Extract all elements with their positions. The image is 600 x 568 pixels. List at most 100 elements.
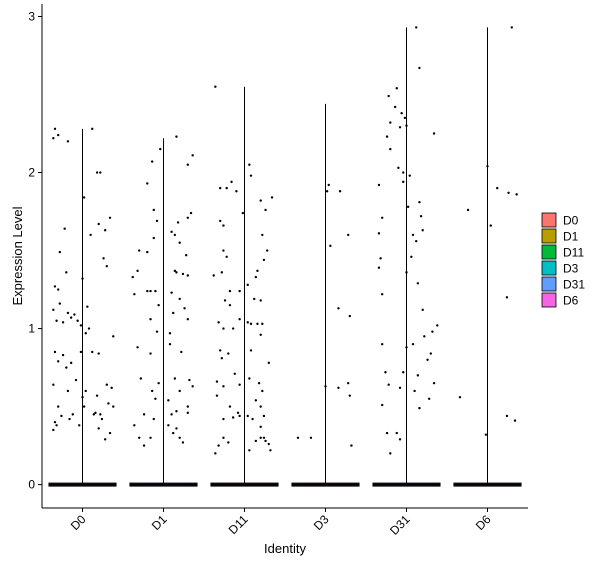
point-D3 [348,314,351,318]
point-D0 [105,264,109,268]
point-D6 [505,414,509,418]
point-D11 [220,357,224,360]
point-D11 [222,249,225,252]
point-D11 [259,405,262,408]
legend-label: D31 [563,278,585,292]
point-D31 [432,381,436,385]
point-D3 [346,233,350,237]
point-D1 [183,307,186,310]
point-D11 [227,352,230,355]
point-D6 [496,186,499,190]
point-D31 [398,386,402,390]
point-D11 [217,444,220,447]
legend-swatch [541,244,557,260]
point-D1 [157,381,160,385]
legend-label: D1 [563,230,579,244]
point-D0 [53,285,57,288]
point-D31 [416,282,420,285]
point-D1 [142,413,146,416]
point-D0 [92,413,96,416]
point-D0 [108,431,112,435]
point-D11 [217,321,220,324]
point-D31 [389,121,392,124]
point-D31 [416,374,420,377]
point-D0 [57,360,60,363]
point-D6 [466,208,470,212]
point-D1 [172,311,175,315]
point-D11 [238,383,241,386]
point-D3 [324,385,327,388]
point-D0 [108,216,112,219]
point-D0 [52,428,55,432]
violin-D1 [129,135,198,487]
legend-swatch [541,292,557,308]
point-D0 [68,417,71,421]
point-D1 [181,441,185,444]
point-D0 [53,420,57,424]
legend-swatch [541,260,557,276]
y-axis-title: Expression Level [10,206,25,305]
point-D0 [66,389,70,393]
point-D11 [259,299,262,302]
point-D31 [397,166,400,170]
point-D1 [175,427,178,430]
point-D1 [150,160,154,163]
point-D1 [146,182,149,185]
point-D1 [186,216,189,219]
point-D11 [246,414,249,418]
point-D1 [149,352,152,355]
violin-D6 [453,26,522,487]
point-D1 [180,350,183,354]
point-D0 [53,350,57,354]
point-D31 [427,397,431,400]
point-D11 [253,297,256,301]
point-D1 [149,317,152,321]
point-D31 [398,126,402,129]
point-D31 [395,431,398,435]
point-D11 [228,405,232,408]
point-D31 [408,174,411,177]
violin-D0 [48,127,117,487]
point-D1 [136,269,139,273]
point-D0 [55,319,58,322]
point-D1 [168,342,172,346]
legend-label: D0 [563,214,579,228]
point-D1 [173,233,177,237]
point-D31 [403,116,407,120]
point-D0 [95,171,99,174]
point-D0 [99,413,102,416]
point-D11 [220,271,224,274]
point-D31 [418,406,421,410]
point-D31 [411,233,415,237]
point-D31 [385,135,389,138]
point-D0 [60,414,63,418]
point-D0 [52,383,55,386]
point-D6 [489,224,492,227]
point-D31 [389,452,392,455]
point-D3 [337,307,340,310]
point-D0 [112,405,115,408]
point-D3 [327,183,330,187]
point-D0 [57,133,60,137]
x-tick-label: D3 [311,512,332,533]
point-D0 [57,288,60,291]
point-D0 [57,405,60,408]
point-D31 [400,112,403,115]
point-D1 [175,410,178,413]
point-D0 [61,321,65,324]
point-D11 [265,249,269,252]
point-D11 [246,283,249,287]
point-D1 [170,230,173,234]
point-D1 [186,411,189,415]
point-D0 [69,316,73,319]
point-D1 [146,250,149,254]
point-D11 [238,289,241,293]
point-D11 [222,224,225,227]
point-D0 [79,350,83,354]
point-D0 [91,350,94,354]
point-D1 [191,154,194,157]
point-D31 [410,255,413,258]
point-D3 [350,444,353,447]
x-tick-label: D6 [473,512,494,533]
point-D1 [154,289,157,293]
